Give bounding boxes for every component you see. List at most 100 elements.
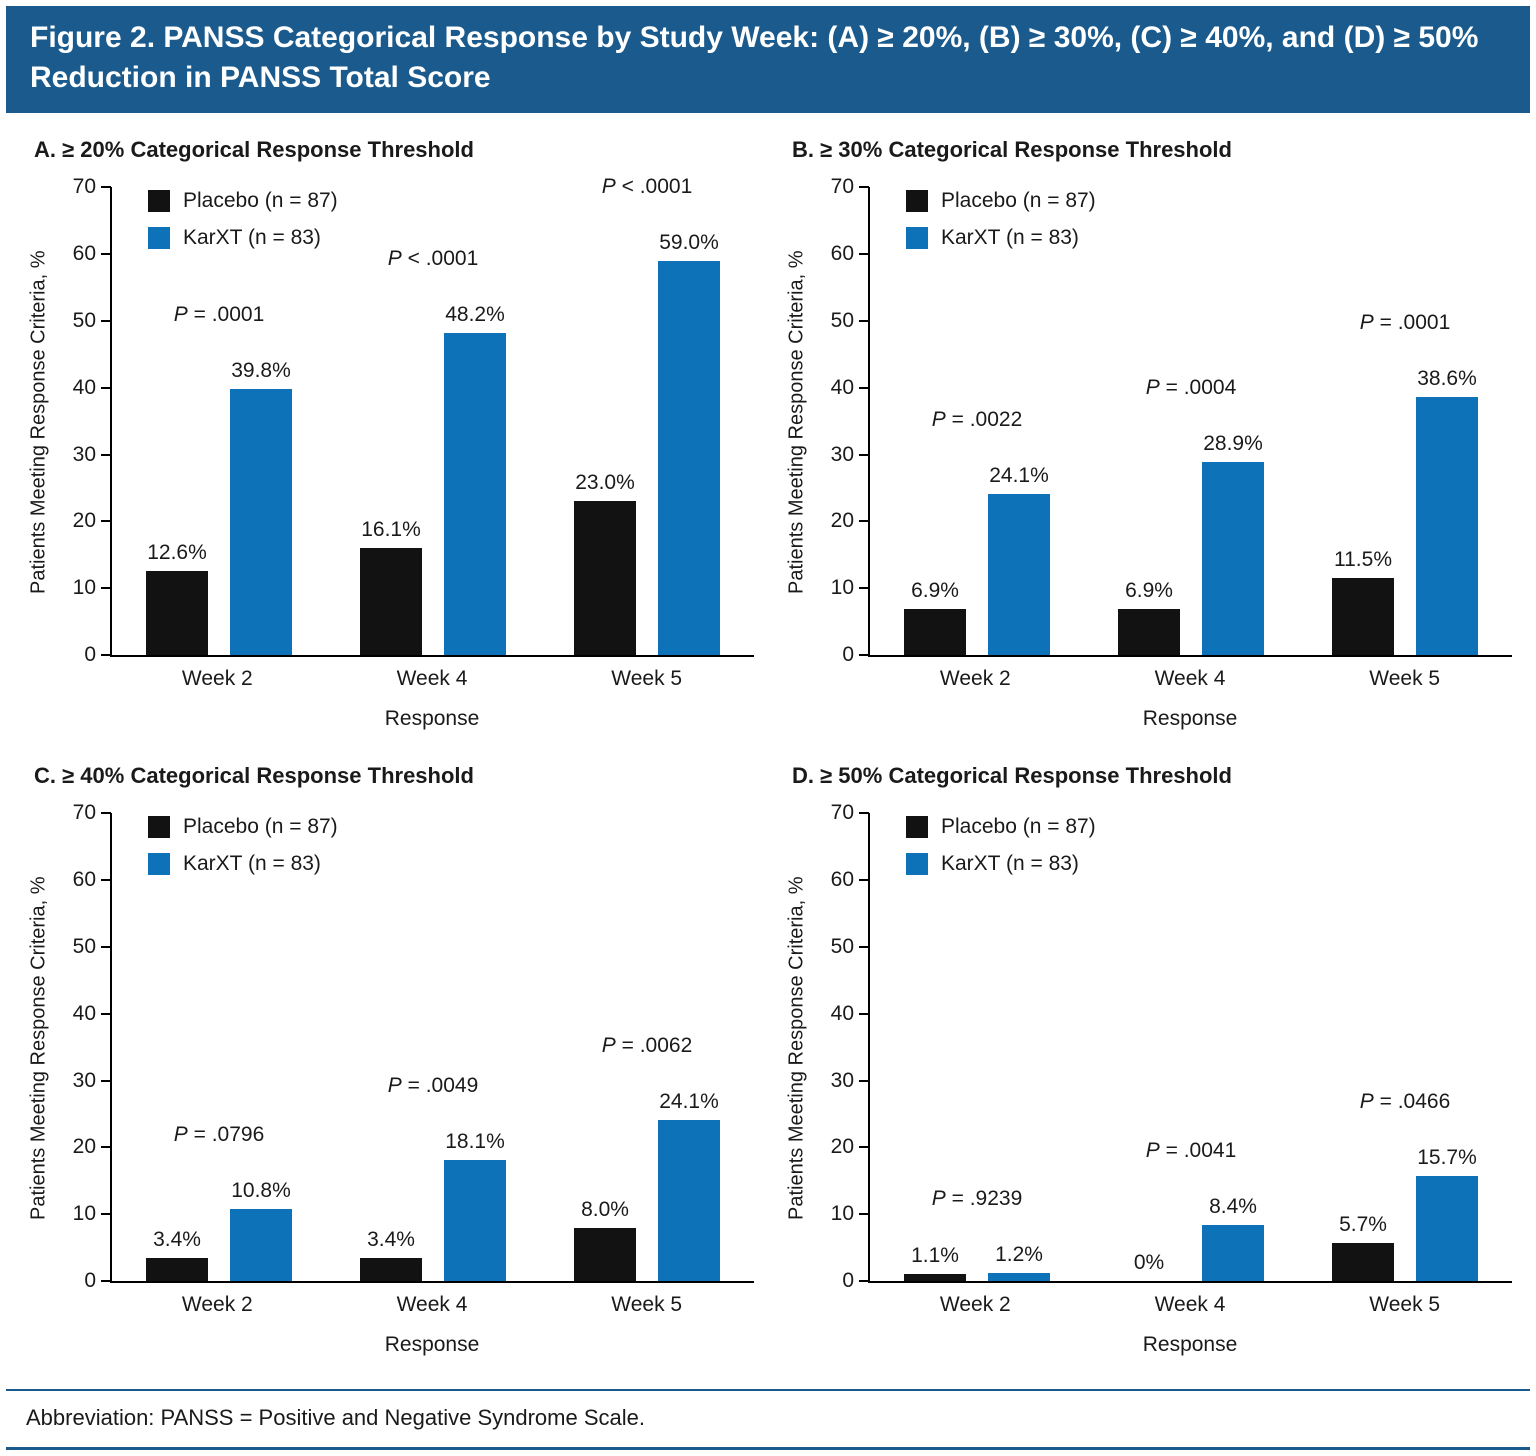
category-label: Week 5 [1369,1293,1441,1317]
plot-area: Placebo (n = 87) KarXT (n = 83) 3.4% 10.8… [73,801,754,1292]
bar-group: 3.4% 10.8% P = .0796 [112,813,326,1282]
panel-title: B. ≥ 30% Categorical Response Threshold [792,137,1232,163]
karxt-bar [1416,1176,1478,1282]
plot-area: Placebo (n = 87) KarXT (n = 83) 6.9% 24.1… [831,175,1512,666]
p-value-label: P = .0041 [1145,1139,1237,1163]
panel-title: D. ≥ 50% Categorical Response Threshold [792,763,1232,789]
legend-label-karxt: KarXT (n = 83) [941,226,1079,250]
placebo-bar [574,1227,636,1282]
y-tick-label: 30 [830,442,854,466]
bar-value-label: 6.9% [911,579,959,603]
karxt-bar-slot: 28.9% [1202,187,1264,656]
plot-groups: 6.9% 24.1% P = .0022 6.9% 28.9% P = .0004 11.5… [870,187,1512,656]
chart-body: Patients Meeting Response Criteria, % Pl… [782,175,1512,753]
y-tick-mark [101,1079,111,1082]
bar-group: 3.4% 18.1% P = .0049 [326,813,540,1282]
y-axis-title: Patients Meeting Response Criteria, % [27,876,50,1220]
bar-value-label: 16.1% [361,517,421,541]
y-tick-mark [859,520,869,523]
category-label: Week 4 [396,667,468,691]
karxt-bar [230,1208,292,1282]
legend-label-placebo: Placebo (n = 87) [183,815,338,839]
figure-title: Figure 2. PANSS Categorical Response by … [6,6,1530,114]
abbreviation-note: Abbreviation: PANSS = Positive and Negat… [6,1389,1530,1443]
y-tick-label: 60 [830,868,854,892]
y-tick-label: 50 [72,934,96,958]
y-tick-label: 0 [84,1269,96,1293]
placebo-bar-slot: 16.1% [360,187,422,656]
karxt-bar-slot: 8.4% [1202,813,1264,1282]
p-value-label: P < .0001 [387,246,479,270]
bar-value-label: 28.9% [1203,431,1263,455]
panel-a: A. ≥ 20% Categorical Response Threshold … [24,127,754,753]
y-tick-mark [859,1280,869,1283]
y-tick-label: 50 [830,308,854,332]
y-tick-mark [101,1280,111,1283]
p-value-label: P = .0049 [387,1074,479,1098]
legend-label-placebo: Placebo (n = 87) [183,189,338,213]
p-value-label: P = .9239 [931,1187,1023,1211]
y-tick-mark [859,253,869,256]
y-tick-label: 10 [830,576,854,600]
bar-value-label: 8.4% [1209,1195,1257,1219]
placebo-bar [574,501,636,656]
placebo-bar-slot: 3.4% [146,813,208,1282]
y-tick-mark [101,186,111,189]
p-value-label: P = .0062 [601,1034,693,1058]
y-tick-label: 70 [830,801,854,825]
karxt-bar [988,1273,1050,1282]
chart-body: Patients Meeting Response Criteria, % Pl… [24,801,754,1379]
legend-item-placebo: Placebo (n = 87) [148,815,338,839]
x-axis-title: Response [384,707,480,731]
y-tick-mark [101,1012,111,1015]
y-tick-mark [101,253,111,256]
bar-value-label: 3.4% [367,1228,415,1252]
karxt-bar-slot: 10.8% [230,813,292,1282]
legend-item-placebo: Placebo (n = 87) [906,815,1096,839]
plot-groups: 12.6% 39.8% P = .0001 16.1% 48.2% P < .0001 23… [112,175,754,656]
karxt-bar [444,332,506,656]
charts-grid: A. ≥ 20% Categorical Response Threshold … [0,113,1536,1383]
placebo-bar-slot: 6.9% [904,187,966,656]
chart-body: Patients Meeting Response Criteria, % Pl… [782,801,1512,1379]
karxt-bar [1202,461,1264,656]
legend-item-karxt: KarXT (n = 83) [148,852,338,876]
bar-group: 23.0% 59.0% P < .0001 [540,175,754,656]
y-tick-mark [101,587,111,590]
p-value-label: P = .0796 [173,1122,265,1146]
karxt-swatch-icon [148,853,170,876]
bar-value-label: 23.0% [575,471,635,495]
y-tick-mark [859,945,869,948]
y-tick-label: 0 [84,643,96,667]
y-tick-label: 30 [72,442,96,466]
p-value-label: P = .0004 [1145,375,1237,399]
legend-item-karxt: KarXT (n = 83) [148,226,338,250]
placebo-bar-slot: 1.1% [904,813,966,1282]
plot-column: Placebo (n = 87) KarXT (n = 83) 12.6% 39.… [54,175,754,753]
legend-item-placebo: Placebo (n = 87) [148,189,338,213]
legend-label-placebo: Placebo (n = 87) [941,815,1096,839]
placebo-bar-slot: 3.4% [360,813,422,1282]
y-tick-label: 10 [72,1202,96,1226]
panel-d: D. ≥ 50% Categorical Response Threshold … [782,753,1512,1379]
category-label: Week 2 [181,1293,253,1317]
y-tick-mark [101,945,111,948]
y-axis-title: Patients Meeting Response Criteria, % [27,250,50,594]
p-value-label: P = .0001 [173,303,265,327]
y-tick-label: 20 [72,1135,96,1159]
bar-value-label: 59.0% [659,230,719,254]
y-tick-mark [859,1213,869,1216]
bar-value-label: 1.1% [911,1243,959,1267]
y-tick-label: 20 [72,509,96,533]
legend: Placebo (n = 87) KarXT (n = 83) [148,189,338,250]
y-tick-mark [859,879,869,882]
y-tick-label: 0 [842,643,854,667]
y-tick-mark [101,1146,111,1149]
y-axis-title: Patients Meeting Response Criteria, % [785,876,808,1220]
legend-label-placebo: Placebo (n = 87) [941,189,1096,213]
legend-label-karxt: KarXT (n = 83) [183,226,321,250]
legend: Placebo (n = 87) KarXT (n = 83) [906,815,1096,876]
bar-group: 12.6% 39.8% P = .0001 [112,187,326,656]
y-tick-label: 20 [830,509,854,533]
chart-body: Patients Meeting Response Criteria, % Pl… [24,175,754,753]
